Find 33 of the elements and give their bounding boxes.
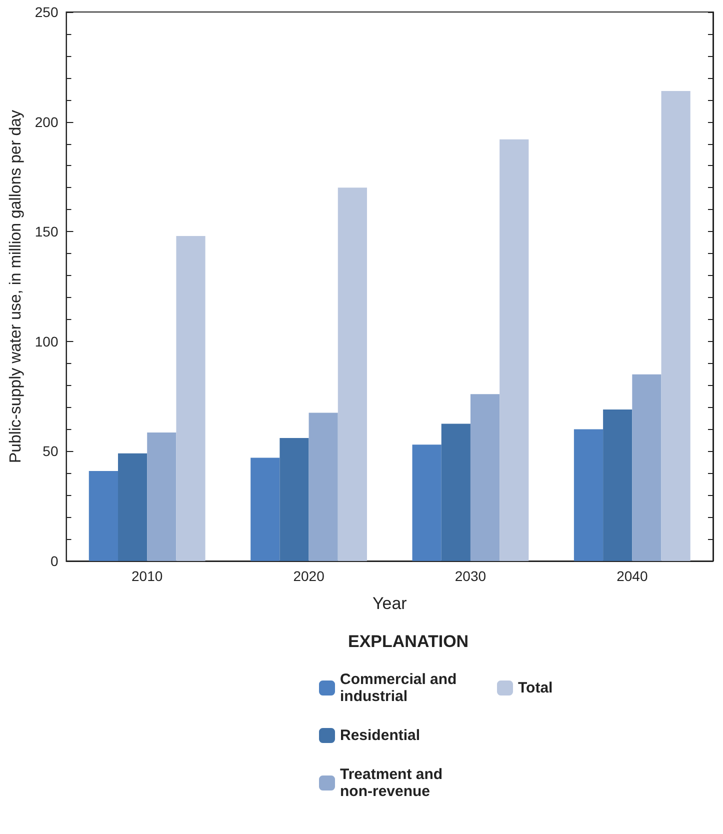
- legend-label: Treatment and non-revenue: [340, 766, 447, 800]
- bar: [147, 432, 176, 561]
- y-tick-label: 250: [34, 4, 58, 20]
- legend-title: EXPLANATION: [348, 632, 469, 651]
- bar: [470, 394, 500, 561]
- x-tick-label: 2020: [293, 568, 325, 584]
- x-tick-label: 2030: [454, 568, 486, 584]
- bar: [574, 429, 604, 561]
- bar: [118, 453, 148, 561]
- bar: [441, 424, 470, 561]
- bar: [280, 438, 309, 561]
- x-tick-label: 2040: [616, 568, 648, 584]
- bar: [500, 139, 529, 561]
- bar: [603, 409, 632, 561]
- bar: [412, 444, 442, 561]
- x-tick-label: 2010: [132, 568, 163, 584]
- y-tick-label: 150: [34, 224, 58, 240]
- bar: [250, 458, 280, 561]
- x-axis-title: Year: [372, 594, 408, 613]
- y-axis-title: Public-supply water use, in million gallons per day: [8, 110, 24, 464]
- legend-label: Residential: [340, 727, 420, 744]
- legend-label: Total: [518, 680, 553, 696]
- y-tick-label: 0: [50, 553, 58, 569]
- bar: [632, 374, 662, 561]
- bar: [338, 188, 367, 561]
- bar: [88, 470, 118, 561]
- bar: [176, 236, 206, 561]
- y-tick-label: 200: [34, 114, 58, 130]
- y-tick-label: 100: [34, 333, 58, 350]
- legend-label: Commercial and industrial: [340, 671, 461, 705]
- y-tick-label: 50: [42, 443, 58, 460]
- bar: [661, 91, 690, 561]
- bar: [308, 412, 338, 561]
